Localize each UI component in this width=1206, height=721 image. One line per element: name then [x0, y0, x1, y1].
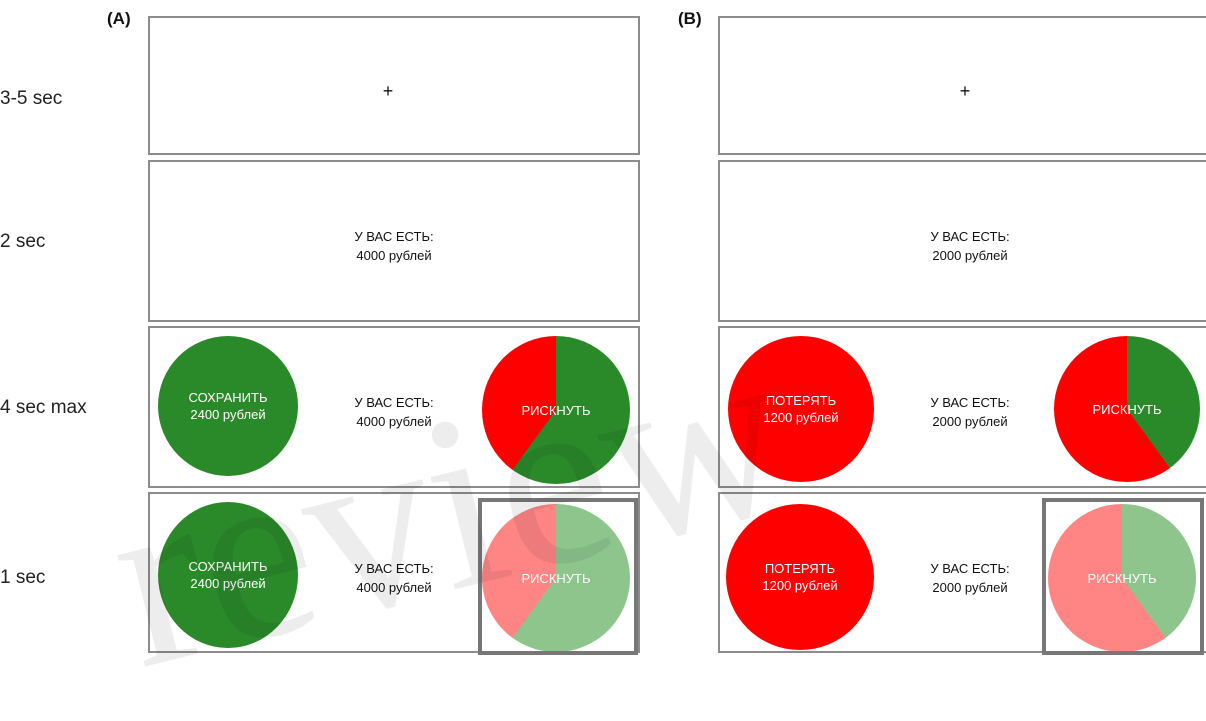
panel-a-label: (A) [107, 9, 131, 28]
panel-b-feedback-screen: ПОТЕРЯТЬ 1200 рублей У ВАС ЕСТЬ: 2000 ру… [718, 492, 1206, 655]
row-label-choice: 4 sec max [0, 397, 87, 418]
sure-option-circle: СОХРАНИТЬ 2400 рублей [158, 502, 298, 648]
sure-option-circle: ПОТЕРЯТЬ 1200 рублей [726, 504, 874, 650]
you-have-label: У ВАС ЕСТЬ: [930, 229, 1010, 244]
panel-b-choice-screen: ПОТЕРЯТЬ 1200 рублей У ВАС ЕСТЬ: 2000 ру… [718, 326, 1206, 488]
sure-option-circle: ПОТЕРЯТЬ 1200 рублей [728, 336, 874, 482]
sure-option-amount: 2400 рублей [190, 407, 266, 422]
sure-option-amount: 2400 рублей [190, 576, 266, 591]
sure-option-label: СОХРАНИТЬ [188, 390, 268, 405]
endowment-amount: 2000 рублей [932, 248, 1008, 263]
panel-b-fixation-screen: + [718, 16, 1206, 155]
gamble-label: РИСКНУТЬ [1092, 401, 1162, 417]
gamble-pie-chart: РИСКНУТЬ [482, 336, 630, 484]
endowment-info: У ВАС ЕСТЬ: 2000 рублей [930, 393, 1009, 431]
endowment-amount: 2000 рублей [932, 414, 1008, 429]
endowment-info: У ВАС ЕСТЬ: 4000 рублей [354, 393, 433, 431]
sure-option-label: ПОТЕРЯТЬ [765, 393, 837, 408]
you-have-label: У ВАС ЕСТЬ: [354, 395, 434, 410]
sure-option-amount: 1200 рублей [762, 578, 838, 593]
selected-choice-highlight [1042, 498, 1204, 655]
gamble-label: РИСКНУТЬ [521, 402, 591, 418]
endowment-amount: 2000 рублей [932, 580, 1008, 595]
panel-a-feedback-screen: СОХРАНИТЬ 2400 рублей У ВАС ЕСТЬ: 4000 р… [148, 492, 640, 655]
gamble-pie-chart-faded: РИСКНУТЬ [482, 504, 630, 652]
gamble-pie-chart-faded: РИСКНУТЬ [1048, 504, 1196, 652]
selected-choice-highlight [478, 498, 638, 655]
endowment-amount: 4000 рублей [356, 248, 432, 263]
panel-a-fixation-screen: + [148, 16, 640, 155]
endowment-info: У ВАС ЕСТЬ: 4000 рублей [354, 227, 433, 265]
you-have-label: У ВАС ЕСТЬ: [354, 229, 434, 244]
row-label-feedback: 1 sec [0, 567, 46, 588]
gamble-label: РИСКНУТЬ [1087, 570, 1157, 586]
endowment-amount: 4000 рублей [356, 414, 432, 429]
fixation-cross: + [959, 81, 971, 101]
endowment-info: У ВАС ЕСТЬ: 4000 рублей [354, 559, 433, 597]
row-label-fixation: 3-5 sec [0, 88, 63, 109]
you-have-label: У ВАС ЕСТЬ: [354, 561, 434, 576]
fixation-cross: + [382, 81, 394, 101]
sure-option-label: ПОТЕРЯТЬ [764, 561, 836, 576]
sure-option-amount: 1200 рублей [763, 410, 839, 425]
panel-b-label: (B) [678, 9, 702, 28]
endowment-info: У ВАС ЕСТЬ: 2000 рублей [930, 559, 1009, 597]
endowment-info: У ВАС ЕСТЬ: 2000 рублей [930, 227, 1009, 265]
panel-b-endowment-screen: У ВАС ЕСТЬ: 2000 рублей [718, 160, 1206, 322]
you-have-label: У ВАС ЕСТЬ: [930, 395, 1010, 410]
you-have-label: У ВАС ЕСТЬ: [930, 561, 1010, 576]
gamble-pie-chart: РИСКНУТЬ [1054, 336, 1200, 482]
gamble-label: РИСКНУТЬ [521, 570, 591, 586]
panel-a-endowment-screen: У ВАС ЕСТЬ: 4000 рублей [148, 160, 640, 322]
sure-option-label: СОХРАНИТЬ [188, 559, 268, 574]
row-label-endowment: 2 sec [0, 231, 46, 252]
sure-option-circle: СОХРАНИТЬ 2400 рублей [158, 336, 298, 476]
endowment-amount: 4000 рублей [356, 580, 432, 595]
panel-a-choice-screen: СОХРАНИТЬ 2400 рублей У ВАС ЕСТЬ: 4000 р… [148, 326, 640, 488]
